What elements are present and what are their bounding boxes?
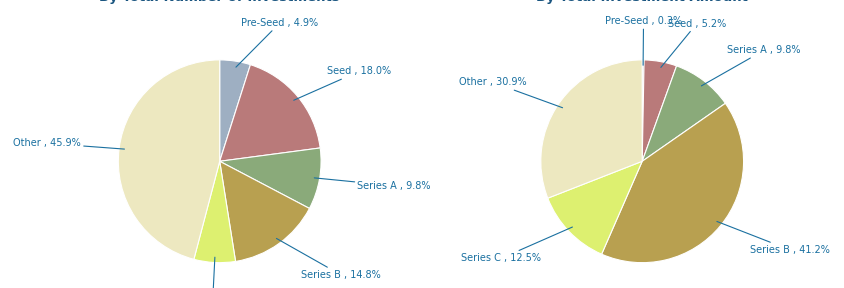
Text: Seed , 5.2%: Seed , 5.2%: [660, 19, 725, 67]
Wedge shape: [219, 60, 250, 161]
Wedge shape: [540, 60, 641, 198]
Text: Series C , 12.5%: Series C , 12.5%: [461, 227, 571, 263]
Wedge shape: [547, 161, 641, 254]
Text: Seed , 18.0%: Seed , 18.0%: [294, 67, 391, 100]
Text: By Total Investment Amount: By Total Investment Amount: [536, 0, 747, 4]
Text: Series B , 41.2%: Series B , 41.2%: [716, 221, 830, 255]
Text: Series A , 9.8%: Series A , 9.8%: [314, 178, 430, 191]
Wedge shape: [641, 60, 643, 161]
Text: Other , 45.9%: Other , 45.9%: [14, 138, 124, 149]
Text: Pre-Seed , 0.3%: Pre-Seed , 0.3%: [604, 16, 681, 65]
Wedge shape: [219, 161, 309, 262]
Wedge shape: [641, 66, 724, 161]
Text: Series B , 14.8%: Series B , 14.8%: [276, 238, 381, 280]
Text: Pre-Seed , 4.9%: Pre-Seed , 4.9%: [235, 18, 318, 67]
Text: Series A , 9.8%: Series A , 9.8%: [701, 45, 800, 86]
Wedge shape: [193, 161, 235, 263]
Text: Other , 30.9%: Other , 30.9%: [458, 77, 562, 108]
Wedge shape: [118, 60, 219, 259]
Wedge shape: [219, 65, 320, 161]
Wedge shape: [601, 103, 743, 263]
Wedge shape: [641, 60, 676, 161]
Text: By Total Number of Investments: By Total Number of Investments: [100, 0, 339, 4]
Text: Series C , 6.6%: Series C , 6.6%: [176, 257, 249, 288]
Wedge shape: [219, 148, 321, 209]
